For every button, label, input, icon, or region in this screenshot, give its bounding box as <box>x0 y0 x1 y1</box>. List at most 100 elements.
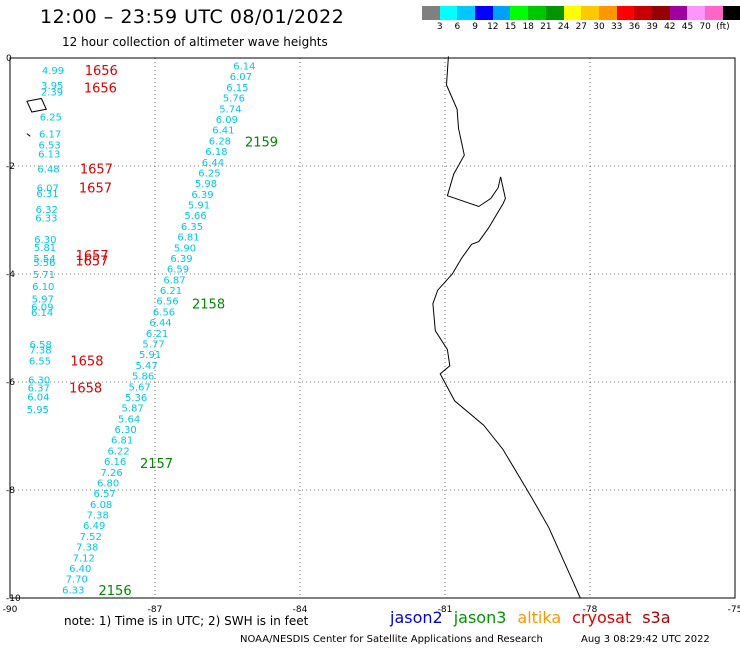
swh-value: 5.95 <box>27 405 49 416</box>
swh-value: 5.36 <box>125 393 147 404</box>
time-label: 2159 <box>245 136 278 151</box>
swh-value: 6.80 <box>97 478 119 489</box>
time-label: 2156 <box>99 584 132 599</box>
satellite-label-s3a: s3a <box>642 608 671 627</box>
legend-swatch <box>651 6 670 20</box>
swh-value: 6.08 <box>90 500 112 511</box>
swh-value: 5.87 <box>121 404 143 415</box>
legend-label: 70 <box>699 22 711 32</box>
swh-value: 6.18 <box>205 147 227 158</box>
swh-value: 6.21 <box>160 286 182 297</box>
swh-value: 6.14 <box>31 308 53 319</box>
swh-value: 6.25 <box>40 112 62 123</box>
legend-label: 45 <box>681 22 694 32</box>
legend-swatch <box>475 6 493 20</box>
swh-value: 6.37 <box>28 383 50 394</box>
swh-value: 6.28 <box>209 136 231 147</box>
satellite-label-cryosat: cryosat <box>572 608 632 627</box>
legend-swatch <box>598 6 617 20</box>
map-subtitle: 12 hour collection of altimeter wave hei… <box>62 35 328 49</box>
legend-label: 30 <box>593 22 605 32</box>
legend-swatch <box>492 6 511 20</box>
y-tick-label: 0 <box>6 54 12 64</box>
swh-value: 6.30 <box>28 375 50 386</box>
note-text: note: 1) Time is in UTC; 2) SWH is in fe… <box>64 614 309 628</box>
swh-value: 7.38 <box>76 543 98 554</box>
swh-value: 6.39 <box>170 254 192 265</box>
credit-text: NOAA/NESDIS Center for Satellite Applica… <box>240 634 543 645</box>
legend-swatch <box>545 6 564 20</box>
swh-value: 3.95 <box>41 81 63 92</box>
time-label: 1657 <box>76 249 109 264</box>
swh-value: 7.52 <box>80 532 102 543</box>
x-tick-label: -90 <box>3 605 18 615</box>
swh-value: 5.66 <box>184 211 206 222</box>
swh-value: 6.56 <box>153 307 175 318</box>
swh-value: 5.98 <box>195 179 217 190</box>
swh-value: 6.07 <box>37 184 59 195</box>
legend-swatch <box>616 6 635 20</box>
swh-value: 6.16 <box>104 457 126 468</box>
swh-value: 6.31 <box>36 189 58 200</box>
map-title: 12:00 – 23:59 UTC 08/01/2022 <box>40 6 345 28</box>
swh-value: 7.38 <box>29 346 51 357</box>
swh-value: 6.21 <box>146 329 168 340</box>
swh-value: 7.12 <box>73 553 95 564</box>
swh-value: 6.33 <box>62 585 84 596</box>
legend-swatch <box>510 6 529 20</box>
swh-value: 6.15 <box>226 83 248 94</box>
x-tick-label: -84 <box>293 605 308 615</box>
legend-swatch <box>669 6 688 20</box>
swh-value: 6.44 <box>149 318 171 329</box>
x-tick-label: -81 <box>438 605 453 615</box>
swh-value: 5.76 <box>223 94 245 105</box>
swh-value: 5.81 <box>34 243 56 254</box>
swh-value: 6.22 <box>108 446 130 457</box>
time-label: 1658 <box>70 354 103 369</box>
swh-value: 5.91 <box>188 201 210 212</box>
coastline <box>432 56 581 599</box>
legend-swatch <box>722 6 740 20</box>
legend-label: 15 <box>504 22 517 32</box>
swh-value: 4.99 <box>42 66 64 77</box>
swh-value: 6.17 <box>39 130 61 141</box>
swh-value: 6.13 <box>38 150 60 161</box>
swh-value: 5.64 <box>118 414 140 425</box>
swh-value: 7.26 <box>101 468 123 479</box>
swh-value: 6.30 <box>114 425 136 436</box>
map-grid <box>10 58 735 598</box>
time-label: 2157 <box>140 457 173 472</box>
x-tick-label: -87 <box>148 605 163 615</box>
legend-swatch <box>422 6 440 20</box>
time-label: 1657 <box>75 255 108 270</box>
legend-label: 39 <box>646 22 658 32</box>
legend-label: 42 <box>664 22 676 32</box>
galapagos-islands <box>26 97 48 137</box>
swh-value: 6.53 <box>39 140 61 151</box>
y-tick-label: -10 <box>6 594 21 604</box>
swh-value: 7.38 <box>87 511 109 522</box>
swh-value: 6.44 <box>202 158 224 169</box>
swh-value: 6.58 <box>30 340 52 351</box>
swh-value: 6.25 <box>198 168 220 179</box>
swh-value: 6.10 <box>32 282 54 293</box>
swh-value: 6.35 <box>181 222 203 233</box>
x-tick-label: -78 <box>583 605 598 615</box>
swh-value: 5.90 <box>174 243 196 254</box>
legend-swatch <box>563 6 582 20</box>
y-tick-label: -8 <box>6 486 15 496</box>
generated-timestamp: Aug 3 08:29:42 UTC 2022 <box>581 634 710 645</box>
time-label: 1658 <box>69 381 102 396</box>
satellite-label-jason2: jason2 <box>390 608 443 627</box>
legend-swatch <box>634 6 652 20</box>
swh-value: 6.14 <box>233 62 255 73</box>
swh-value: 5.47 <box>135 361 157 372</box>
swh-value: 6.40 <box>69 564 91 575</box>
swh-value: 6.33 <box>35 213 57 224</box>
swh-value: 6.09 <box>31 302 53 313</box>
swh-value: 6.81 <box>177 233 199 244</box>
swh-value: 5.54 <box>33 254 55 265</box>
legend-label: 18 <box>522 22 534 32</box>
swh-value: 6.55 <box>29 356 51 367</box>
